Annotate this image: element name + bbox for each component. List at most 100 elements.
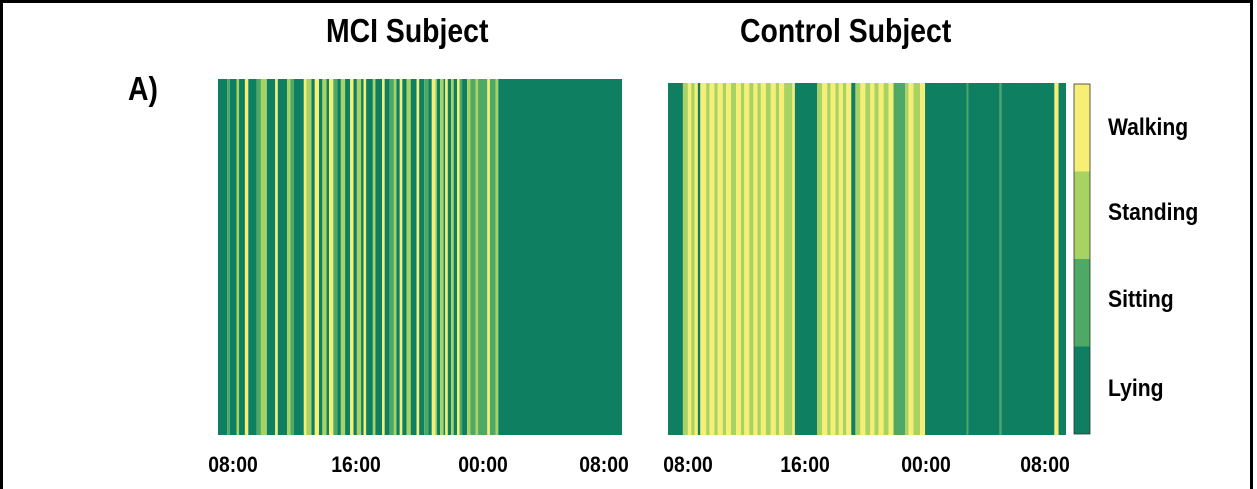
activity-segment-walking xyxy=(275,79,278,435)
activity-segment-walking xyxy=(870,83,875,435)
tick-label: 08:00 xyxy=(208,452,258,477)
activity-segment-walking xyxy=(457,79,460,435)
activity-segment-lying xyxy=(697,83,701,435)
activity-segment-walking xyxy=(878,83,884,435)
control-activity-strip xyxy=(668,83,1066,435)
activity-segment-standing xyxy=(340,79,346,435)
activity-segment-lying xyxy=(337,79,341,435)
activity-segment-standing xyxy=(691,83,695,435)
legend-label-sitting: Sitting xyxy=(1108,286,1174,313)
tick-label: 16:00 xyxy=(780,452,830,477)
activity-segment-sitting xyxy=(389,79,394,435)
activity-segment-lying xyxy=(384,79,390,435)
activity-segment-lying xyxy=(361,79,364,435)
activity-segment-sitting xyxy=(333,79,338,435)
activity-segment-walking xyxy=(770,83,776,435)
activity-segment-standing xyxy=(495,79,499,435)
activity-segment-standing xyxy=(475,79,479,435)
legend-label-lying: Lying xyxy=(1108,375,1164,402)
activity-segment-standing xyxy=(817,83,823,435)
activity-segment-lying xyxy=(266,79,276,435)
activity-segment-walking xyxy=(314,79,319,435)
activity-segment-walking xyxy=(779,83,785,435)
tick-label: 00:00 xyxy=(458,452,508,477)
activity-segment-lying xyxy=(218,79,228,435)
activity-segment-walking xyxy=(726,83,732,435)
activity-segment-standing xyxy=(827,83,831,435)
chart-title-mci: MCI Subject xyxy=(326,12,489,49)
activity-segment-walking xyxy=(416,79,420,435)
activity-segment-walking xyxy=(920,83,926,435)
activity-segment-sitting xyxy=(256,79,261,435)
activity-segment-walking xyxy=(687,83,692,435)
activity-segment-lying xyxy=(366,79,373,435)
activity-segment-standing xyxy=(322,79,327,435)
activity-segment-lying xyxy=(428,79,432,435)
activity-segment-lying xyxy=(229,79,237,435)
activity-segment-lying xyxy=(453,79,458,435)
activity-segment-standing xyxy=(765,83,771,435)
activity-segment-lying xyxy=(293,79,304,435)
legend-label-standing: Standing xyxy=(1108,199,1199,226)
tick-label: 08:00 xyxy=(663,452,713,477)
activity-segment-standing xyxy=(236,79,240,435)
activity-segment-lying xyxy=(311,79,315,435)
activity-segment-standing xyxy=(260,79,267,435)
activity-segment-walking xyxy=(717,83,723,435)
activity-segment-standing xyxy=(865,83,871,435)
activity-segment-lying xyxy=(353,79,357,435)
tick-label: 00:00 xyxy=(901,452,951,477)
colorbar-swatch-lying xyxy=(1074,346,1090,434)
activity-segment-walking xyxy=(822,83,828,435)
colorbar-swatch-sitting xyxy=(1074,259,1090,347)
tick-label: 16:00 xyxy=(331,452,381,477)
activity-segment-walking xyxy=(888,83,894,435)
activity-segment-standing xyxy=(757,83,761,435)
activity-segment-walking xyxy=(350,79,354,435)
activity-segment-standing xyxy=(775,83,780,435)
activity-segment-lying xyxy=(668,83,683,435)
activity-segment-lying xyxy=(402,79,407,435)
activity-segment-lying xyxy=(794,83,818,435)
colorbar-swatch-standing xyxy=(1074,171,1090,259)
activity-segment-walking xyxy=(445,79,448,435)
activity-segment-lying xyxy=(375,79,383,435)
activity-segment-standing xyxy=(905,83,909,435)
activity-segment-standing xyxy=(440,79,444,435)
activity-segment-lying xyxy=(1058,83,1066,435)
activity-segment-standing xyxy=(287,79,291,435)
activity-segment-standing xyxy=(913,83,921,435)
activity-segment-sitting xyxy=(424,79,429,435)
activity-segment-standing xyxy=(722,83,727,435)
activity-segment-walking xyxy=(860,83,866,435)
activity-segment-lying xyxy=(851,83,856,435)
activity-segment-standing xyxy=(740,83,745,435)
activity-segment-sitting xyxy=(290,79,294,435)
activity-segment-lying xyxy=(462,79,468,435)
activity-segment-walking xyxy=(694,83,698,435)
activity-segment-standing xyxy=(874,83,879,435)
activity-segment-lying xyxy=(447,79,452,435)
activity-segment-lying xyxy=(419,79,425,435)
activity-segment-walking xyxy=(838,83,843,435)
activity-segment-standing xyxy=(835,83,839,435)
activity-segment-lying xyxy=(239,79,245,435)
activity-segment-lying xyxy=(498,79,622,435)
activity-segment-standing xyxy=(842,83,847,435)
colorbar xyxy=(1073,83,1091,435)
activity-segment-walking xyxy=(709,83,715,435)
activity-segment-standing xyxy=(855,83,861,435)
activity-segment-walking xyxy=(846,83,852,435)
activity-segment-walking xyxy=(753,83,758,435)
activity-segment-lying xyxy=(1001,83,1055,435)
activity-segment-lying xyxy=(443,79,446,435)
activity-segment-sitting xyxy=(489,79,496,435)
activity-segment-walking xyxy=(363,79,367,435)
tick-label: 08:00 xyxy=(579,452,629,477)
activity-segment-walking xyxy=(700,83,707,435)
activity-segment-lying xyxy=(319,79,323,435)
activity-segment-sitting xyxy=(966,83,969,435)
activity-segment-standing xyxy=(372,79,376,435)
